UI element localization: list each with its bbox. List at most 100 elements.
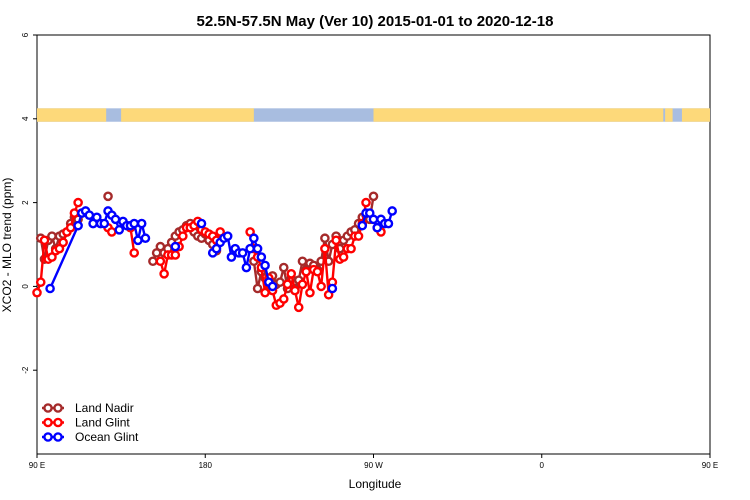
data-point: [32, 287, 42, 298]
data-point: [275, 277, 285, 288]
map-land-patch: [121, 108, 254, 122]
legend-item: Land Glint: [42, 416, 130, 430]
x-axis-title: Longitude: [349, 477, 402, 491]
map-land-patch: [681, 108, 710, 122]
data-point: [327, 283, 338, 294]
data-point: [99, 218, 110, 229]
data-point: [282, 279, 293, 290]
y-tick-label: 4: [21, 116, 30, 121]
x-tick-label: 90 E: [702, 461, 718, 470]
map-strip: [37, 108, 710, 122]
series-ocean-glint: [45, 206, 397, 294]
legend-marker: [53, 432, 63, 442]
y-tick-label: 2: [21, 200, 30, 205]
data-point: [45, 283, 55, 294]
data-point: [286, 269, 297, 279]
data-point: [346, 243, 356, 254]
legend-label: Land Glint: [75, 416, 130, 430]
data-point: [58, 237, 68, 248]
data-point: [368, 191, 379, 202]
data-point: [65, 222, 76, 233]
data-point: [170, 250, 181, 260]
map-land-patch: [37, 108, 107, 122]
data-point: [256, 252, 267, 262]
data-point: [73, 197, 83, 208]
data-point: [249, 233, 259, 244]
data-point: [316, 281, 326, 292]
data-point: [106, 227, 117, 237]
data-point: [35, 277, 46, 288]
data-point: [136, 218, 147, 229]
y-axis: -2 0 2 4 6: [21, 32, 37, 374]
data-point: [73, 220, 83, 231]
x-tick-label: 0: [540, 461, 545, 470]
data-point: [245, 243, 255, 254]
data-point: [278, 262, 289, 273]
data-point: [383, 218, 394, 229]
x-tick-label: 90 E: [29, 461, 45, 470]
data-point: [84, 210, 95, 220]
data-point: [155, 256, 166, 267]
data-point: [252, 283, 263, 294]
legend-item: Ocean Glint: [42, 430, 139, 444]
data-point: [278, 294, 289, 304]
data-point: [305, 287, 315, 298]
y-tick-label: 0: [21, 284, 30, 289]
data-point: [226, 252, 237, 262]
map-land-patch: [373, 108, 664, 122]
legend-marker: [53, 403, 63, 413]
data-point: [290, 285, 300, 296]
x-axis: 90 E 180 90 W 0 90 E: [29, 454, 718, 470]
legend-label: Land Nadir: [75, 401, 134, 415]
data-point: [301, 266, 312, 277]
data-point: [293, 302, 304, 313]
data-point: [320, 233, 330, 244]
data-point: [260, 260, 270, 271]
data-point: [140, 233, 151, 244]
data-point: [110, 214, 121, 225]
y-tick-label: -2: [21, 366, 30, 374]
data-point: [297, 256, 308, 267]
data-point: [368, 214, 379, 225]
chart-title: 52.5N-57.5N May (Ver 10) 2015-01-01 to 2…: [197, 13, 554, 30]
legend-marker: [43, 417, 53, 428]
data-point: [252, 243, 263, 254]
data-point: [297, 279, 308, 290]
data-point: [222, 231, 233, 241]
data-point: [69, 208, 80, 218]
data-point: [372, 222, 383, 233]
legend-marker: [53, 417, 63, 428]
legend-marker: [43, 403, 53, 413]
data-point: [133, 235, 143, 246]
data-point: [237, 248, 248, 258]
data-point: [103, 191, 113, 202]
data-point: [178, 231, 188, 241]
data-point: [361, 197, 371, 208]
data-point: [114, 225, 125, 235]
data-point: [129, 218, 140, 229]
data-point: [357, 220, 368, 231]
data-point: [331, 235, 341, 246]
legend-label: Ocean Glint: [75, 430, 139, 444]
data-point: [241, 262, 252, 273]
data-point: [320, 243, 330, 254]
data-point: [47, 231, 57, 241]
map-land-patch: [665, 108, 673, 122]
legend-marker: [43, 432, 53, 442]
x-tick-label: 180: [199, 461, 213, 470]
data-point: [353, 231, 364, 241]
series-layer: [32, 191, 397, 313]
data-point: [387, 206, 397, 216]
x-tick-label: 90 W: [364, 461, 383, 470]
data-point: [148, 256, 158, 267]
y-tick-label: 6: [21, 32, 30, 37]
data-point: [196, 218, 207, 229]
data-point: [39, 235, 50, 246]
y-axis-title: XCO2 - MLO trend (ppm): [0, 178, 14, 313]
data-point: [260, 287, 270, 298]
data-point: [312, 266, 323, 277]
data-point: [159, 269, 169, 279]
data-point: [170, 241, 181, 252]
legend-item: Land Nadir: [42, 401, 134, 415]
